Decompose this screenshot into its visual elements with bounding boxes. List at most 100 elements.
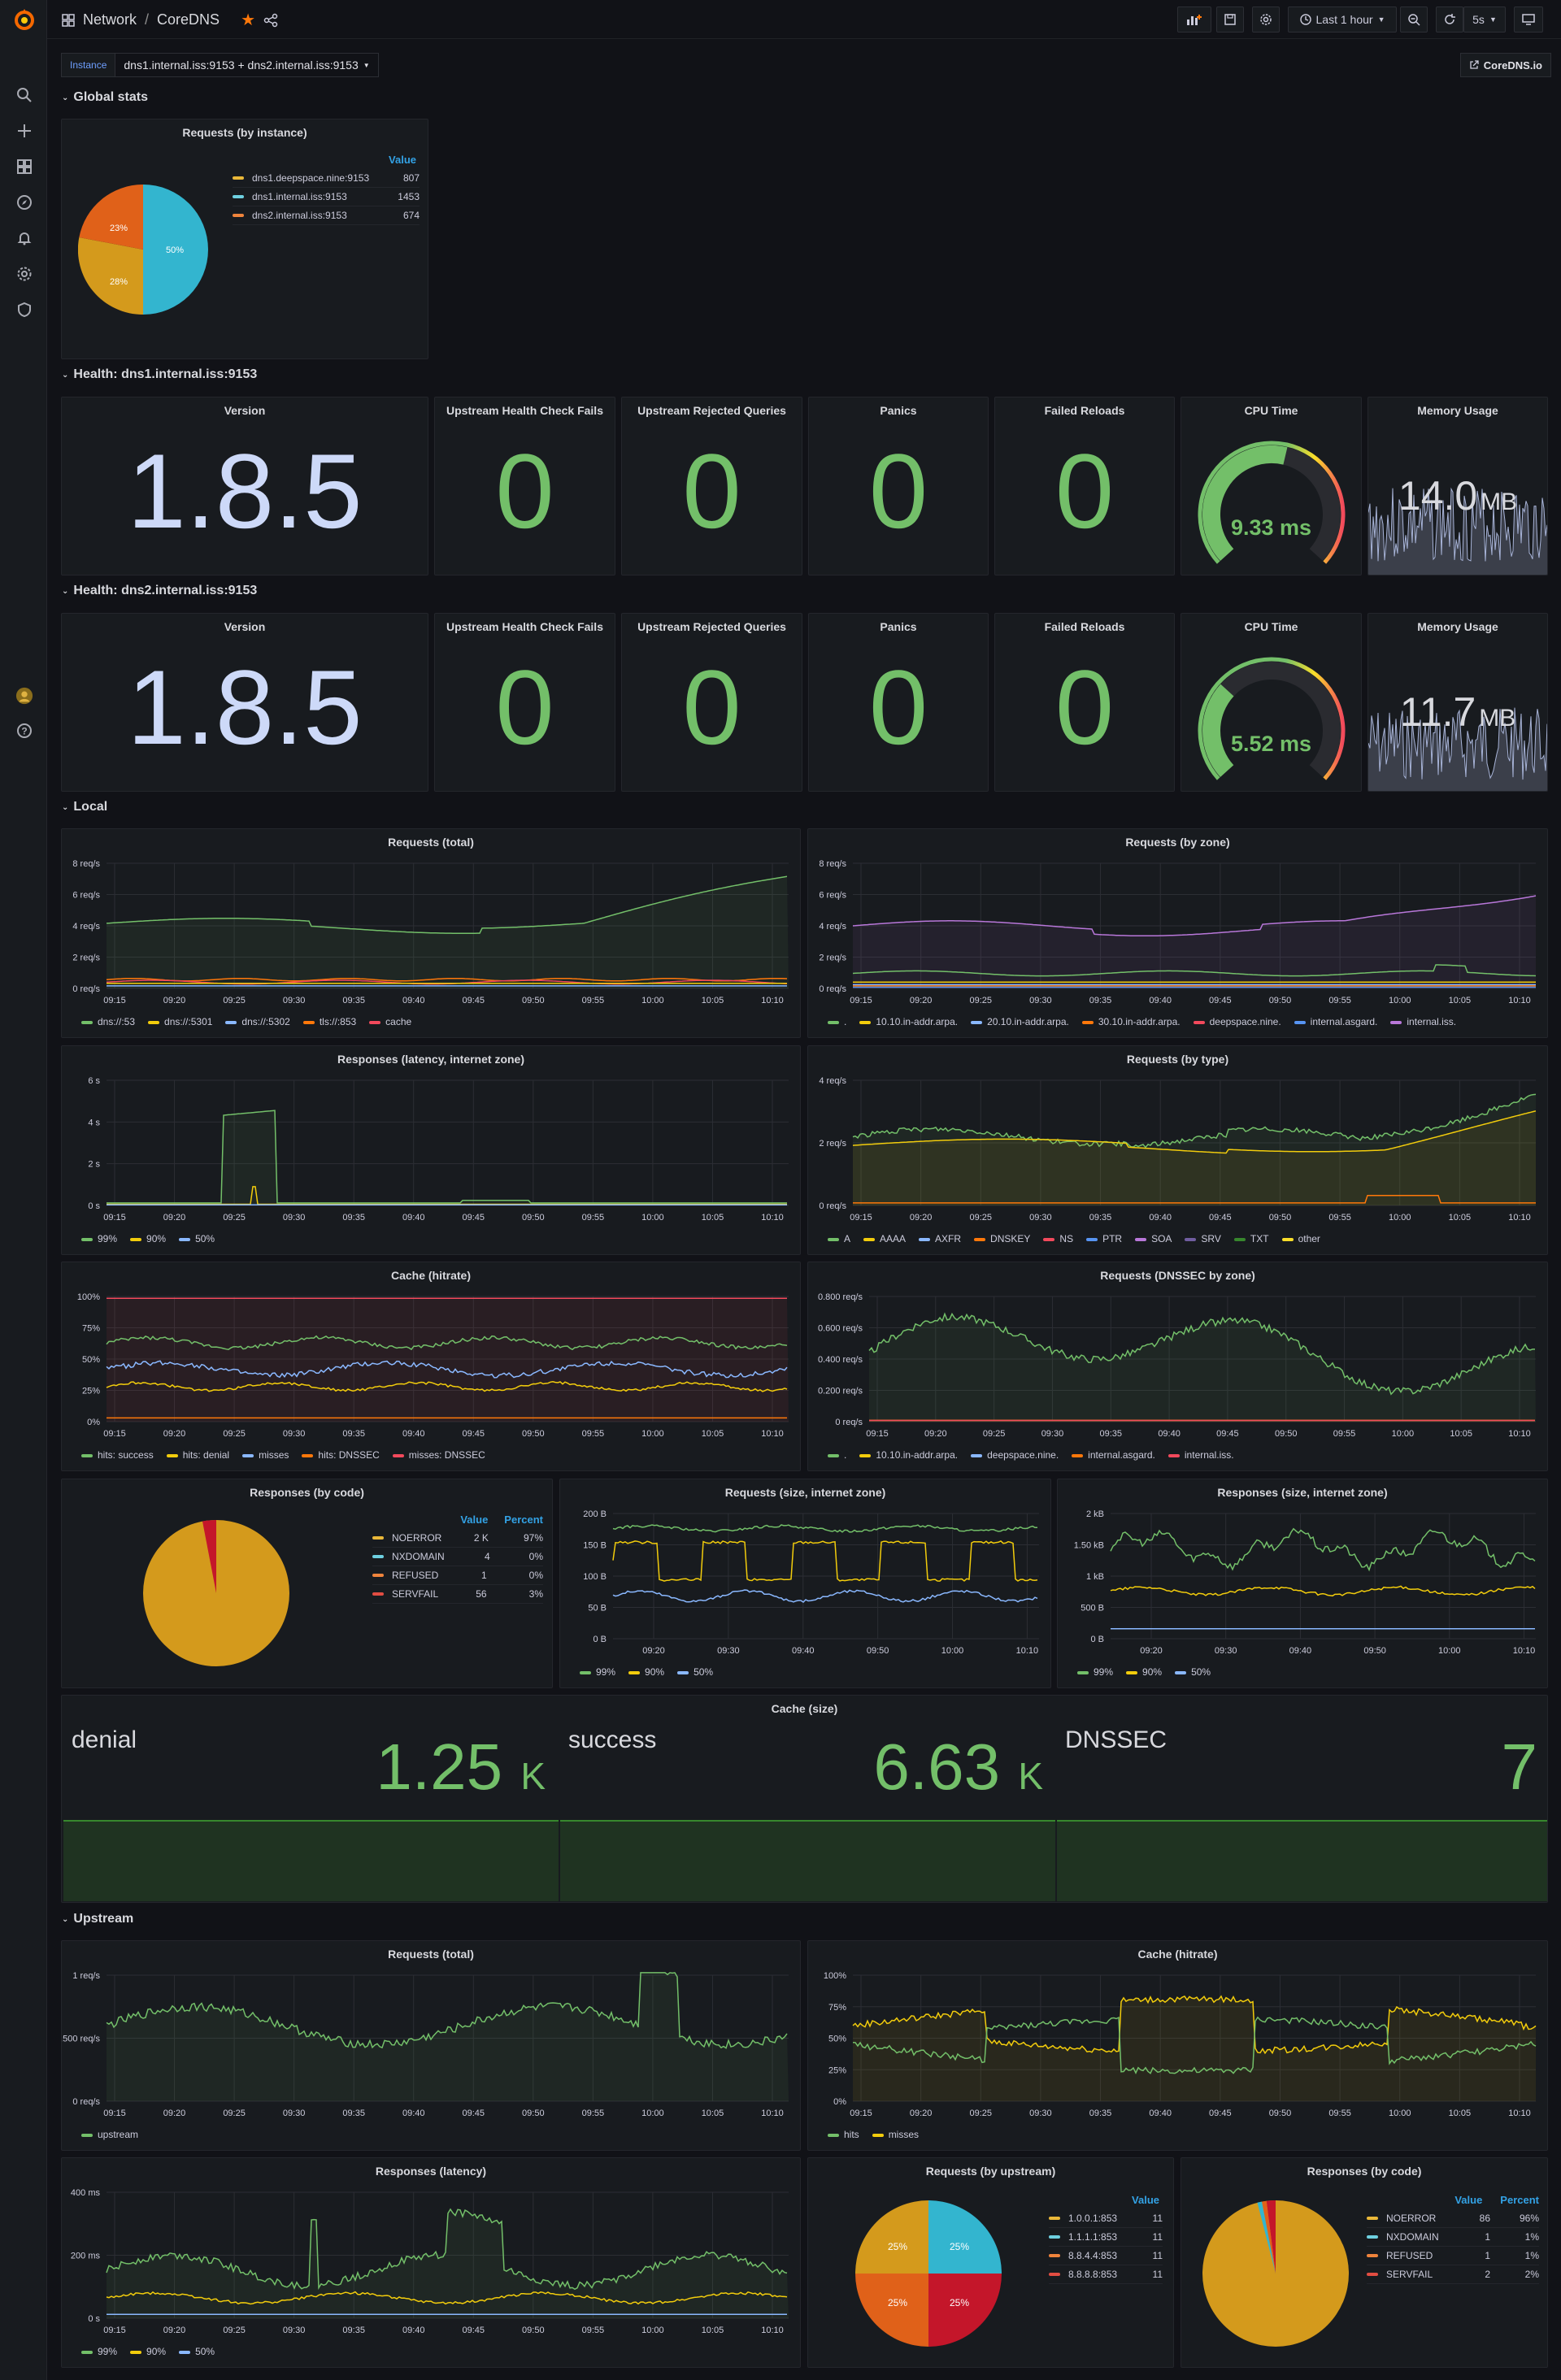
star-icon[interactable]: ★ [241, 11, 255, 29]
legend-item[interactable]: hits: success [81, 1449, 154, 1461]
legend-item[interactable]: dns://:5301 [148, 1016, 212, 1027]
legend-item[interactable]: internal.asgard. [1072, 1449, 1155, 1461]
zoom-out-button[interactable] [1400, 7, 1428, 33]
legend-item[interactable]: tls://:853 [302, 1016, 356, 1027]
legend-item[interactable]: 90% [628, 1666, 664, 1678]
legend-item[interactable]: internal.iss. [1167, 1449, 1234, 1461]
row-health-dns1[interactable]: ⌄ Health: dns1.internal.iss:9153 [62, 367, 257, 382]
panel-upstream-requests-total[interactable]: Requests (total) 1 req/s 0.500 req/s 0 req/… [61, 1940, 801, 2151]
refresh-interval-picker[interactable]: 5s ▼ [1463, 7, 1506, 33]
save-dashboard-button[interactable] [1216, 7, 1244, 33]
legend-item[interactable]: AXFR [919, 1233, 961, 1244]
panel-upstream-cache-hitrate[interactable]: Cache (hitrate) 100% 75% 50% 25% 0% 09:15 09:20… [807, 1940, 1548, 2151]
row-local[interactable]: ⌄ Local [62, 800, 107, 814]
panel-local-responses-by-code[interactable]: Responses (by code) Value Percent NOERROR… [61, 1479, 553, 1688]
explore-compass-icon[interactable] [15, 193, 33, 211]
legend-item[interactable]: upstream [81, 2129, 138, 2140]
table-row[interactable]: 8.8.8.8:853 11 [1049, 2265, 1163, 2284]
panel-local-request-size[interactable]: Requests (size, internet zone) 200 B 150 B… [559, 1479, 1051, 1688]
legend-item[interactable]: . [828, 1016, 846, 1027]
plus-icon[interactable] [15, 122, 33, 140]
panel-cpu-time-dns2[interactable]: CPU Time 5.52 ms [1181, 613, 1362, 792]
legend-item[interactable]: 50% [179, 2346, 215, 2357]
table-row[interactable]: 8.8.4.4:853 11 [1049, 2247, 1163, 2265]
breadcrumb-folder[interactable]: Network [83, 11, 137, 28]
legend-item[interactable]: 99% [81, 1233, 117, 1244]
panel-upstream-requests-by-upstream[interactable]: Requests (by upstream) 25% 25% 25% 25% V… [807, 2157, 1174, 2368]
configuration-gear-icon[interactable] [15, 265, 33, 283]
legend-item[interactable]: 10.10.in-addr.arpa. [859, 1016, 958, 1027]
row-global-stats[interactable]: ⌄ Global stats [62, 90, 148, 105]
table-row[interactable]: NOERROR 86 96% [1367, 2209, 1539, 2228]
legend-item[interactable]: AAAA [863, 1233, 906, 1244]
table-row[interactable]: dns1.internal.iss:9153 1453 [233, 188, 420, 206]
dashboard-title[interactable]: CoreDNS [157, 11, 220, 28]
panel-local-requests-by-type[interactable]: Requests (by type) 4 req/s 2 req/s 0 req/s 0… [807, 1045, 1548, 1255]
legend-item[interactable]: deepspace.nine. [971, 1449, 1059, 1461]
row-upstream[interactable]: ⌄ Upstream [62, 1912, 133, 1926]
legend-item[interactable]: misses [872, 2129, 919, 2140]
legend-item[interactable]: 99% [580, 1666, 615, 1678]
table-header-value[interactable]: Value [1132, 2194, 1159, 2206]
panel-local-response-size[interactable]: Responses (size, internet zone) 2 kB 1.50 … [1057, 1479, 1548, 1688]
dashboard-settings-button[interactable] [1252, 7, 1280, 33]
legend-item[interactable]: misses: DNSSEC [392, 1449, 485, 1461]
table-row[interactable]: 1.1.1.1:853 11 [1049, 2228, 1163, 2247]
panel-upstream-responses-by-code[interactable]: Responses (by code) Value Percent NOERROR… [1181, 2157, 1548, 2368]
panel-local-requests-total[interactable]: Requests (total) 8 req/s 6 req/s 4 req/s 2 r… [61, 828, 801, 1038]
legend-item[interactable]: 50% [179, 1233, 215, 1244]
legend-item[interactable]: cache [369, 1016, 411, 1027]
legend-item[interactable]: hits [828, 2129, 859, 2140]
legend-item[interactable]: 50% [677, 1666, 713, 1678]
user-avatar-icon[interactable] [15, 687, 33, 705]
legend-item[interactable]: internal.iss. [1390, 1016, 1456, 1027]
panel-requests-by-instance[interactable]: Requests (by instance) 50% 28% 23% Value… [61, 119, 428, 359]
table-header-percent[interactable]: Percent [1500, 2194, 1539, 2206]
time-range-picker[interactable]: Last 1 hour ▼ [1288, 7, 1397, 33]
help-icon[interactable]: ? [15, 722, 33, 740]
legend-item[interactable]: internal.asgard. [1294, 1016, 1377, 1027]
instance-variable-select[interactable]: dns1.internal.iss:9153 + dns2.internal.i… [115, 53, 379, 77]
legend-item[interactable]: 30.10.in-addr.arpa. [1081, 1016, 1181, 1027]
panel-failed-reloads-dns2[interactable]: Failed Reloads 0 [994, 613, 1175, 792]
table-header-value[interactable]: Value [460, 1514, 489, 1526]
legend-item[interactable]: hits: denial [166, 1449, 229, 1461]
legend-item[interactable]: hits: DNSSEC [302, 1449, 380, 1461]
table-row[interactable]: SERVFAIL 2 2% [1367, 2265, 1539, 2284]
server-admin-shield-icon[interactable] [15, 301, 33, 319]
legend-item[interactable]: NS [1043, 1233, 1073, 1244]
panel-version-dns2[interactable]: Version 1.8.5 [61, 613, 428, 792]
table-row[interactable]: NOERROR 2 K 97% [372, 1529, 543, 1548]
legend-item[interactable]: 20.10.in-addr.arpa. [971, 1016, 1069, 1027]
table-row[interactable]: dns1.deepspace.nine:9153 807 [233, 169, 420, 188]
table-row[interactable]: 1.0.0.1:853 11 [1049, 2209, 1163, 2228]
table-header-value[interactable]: Value [389, 154, 416, 166]
legend-item[interactable]: other [1281, 1233, 1320, 1244]
panel-local-dnssec-by-zone[interactable]: Requests (DNSSEC by zone) 0.800 req/s 0.60… [807, 1262, 1548, 1471]
legend-item[interactable]: 50% [1175, 1666, 1211, 1678]
table-row[interactable]: NXDOMAIN 4 0% [372, 1548, 543, 1566]
tv-mode-button[interactable] [1514, 7, 1543, 33]
legend-item[interactable]: 90% [1126, 1666, 1162, 1678]
legend-item[interactable]: misses [242, 1449, 289, 1461]
panel-memory-usage-dns2[interactable]: Memory Usage 11.7 MB [1368, 613, 1548, 792]
panel-local-requests-by-zone[interactable]: Requests (by zone) 8 req/s 6 req/s 4 req/s 2… [807, 828, 1548, 1038]
panel-memory-usage-dns1[interactable]: Memory Usage 14.0 MB [1368, 397, 1548, 575]
legend-item[interactable]: DNSKEY [974, 1233, 1030, 1244]
panel-upstream-latency[interactable]: Responses (latency) 400 ms 200 ms 0 s 09:15 0… [61, 2157, 801, 2368]
alerting-bell-icon[interactable] [15, 229, 33, 247]
panel-local-latency[interactable]: Responses (latency, internet zone) 6 s 4 s… [61, 1045, 801, 1255]
legend-item[interactable]: dns://:5302 [225, 1016, 290, 1027]
panel-local-cache-size[interactable]: Cache (size) denial 1.25 K success 6.63 … [61, 1695, 1548, 1903]
add-panel-button[interactable] [1177, 7, 1211, 33]
panel-hc-fails-dns2[interactable]: Upstream Health Check Fails 0 [434, 613, 615, 792]
legend-item[interactable]: PTR [1086, 1233, 1122, 1244]
table-row[interactable]: SERVFAIL 56 3% [372, 1585, 543, 1604]
panel-version-dns1[interactable]: Version 1.8.5 [61, 397, 428, 575]
panel-failed-reloads-dns1[interactable]: Failed Reloads 0 [994, 397, 1175, 575]
panel-rejected-dns2[interactable]: Upstream Rejected Queries 0 [621, 613, 802, 792]
dashboards-icon[interactable] [15, 158, 33, 176]
legend-item[interactable]: 99% [1077, 1666, 1113, 1678]
legend-item[interactable]: deepspace.nine. [1193, 1016, 1281, 1027]
legend-item[interactable]: dns://:53 [81, 1016, 135, 1027]
